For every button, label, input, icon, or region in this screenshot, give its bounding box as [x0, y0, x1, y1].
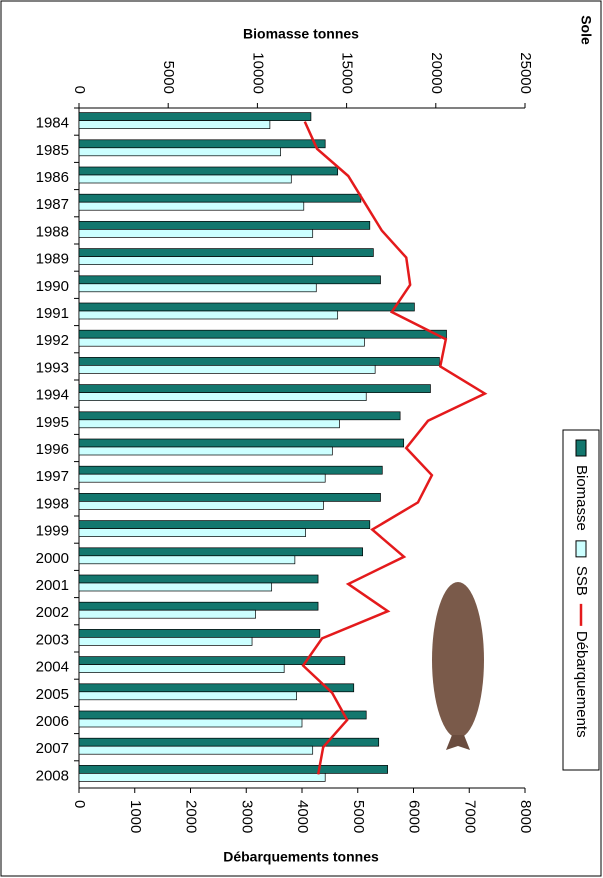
bar: [79, 637, 252, 645]
y-tick-label: 1999: [36, 523, 69, 540]
bar: [79, 765, 388, 773]
bar: [79, 575, 318, 583]
x-tick-label: 5000: [160, 61, 177, 94]
x2-tick-label: 6000: [406, 800, 423, 833]
bar: [79, 773, 325, 781]
bar: [79, 412, 400, 420]
bar: [79, 357, 439, 365]
bar: [79, 692, 297, 700]
bar: [79, 548, 363, 556]
y-tick-label: 2004: [36, 659, 69, 676]
bar: [79, 665, 284, 673]
y-tick-label: 2002: [36, 604, 69, 621]
bar: [79, 175, 291, 183]
bar: [79, 610, 256, 618]
chart: Biomasse tonnes Débarquements tonnes Sol…: [0, 0, 603, 878]
bar: [79, 113, 311, 121]
legend-label: SSB: [573, 566, 590, 596]
y-tick-label: 1988: [36, 223, 69, 240]
y-tick-label: 1990: [36, 278, 69, 295]
y-tick-label: 1984: [36, 115, 69, 132]
bar: [79, 303, 414, 311]
bar: [79, 684, 354, 692]
bar: [79, 556, 295, 564]
y-tick-label: 1993: [36, 359, 69, 376]
bar: [79, 738, 379, 746]
x-tick-label: 10000: [249, 52, 266, 94]
bar: [79, 466, 382, 474]
bar: [79, 229, 313, 237]
x-tick-label: 20000: [428, 52, 445, 94]
x2-tick-label: 1000: [127, 800, 144, 833]
y-tick-label: 1998: [36, 495, 69, 512]
bar: [79, 711, 366, 719]
y-tick-label: 1986: [36, 169, 69, 186]
y-tick-label: 2001: [36, 577, 69, 594]
bar: [79, 330, 447, 338]
bar: [79, 276, 380, 284]
bar: [79, 121, 270, 129]
bar: [79, 529, 306, 537]
x-axis-title: Biomasse tonnes: [243, 26, 359, 42]
bar: [79, 393, 366, 401]
bar: [79, 501, 323, 509]
bar: [79, 602, 318, 610]
x2-axis-title: Débarquements tonnes: [223, 849, 379, 865]
bar: [79, 257, 313, 265]
y-tick-label: 2003: [36, 631, 69, 648]
y-tick-label: 1991: [36, 305, 69, 322]
bar: [79, 629, 320, 637]
y-tick-label: 2006: [36, 713, 69, 730]
bar: [79, 447, 332, 455]
bar: [79, 493, 380, 501]
y-tick-label: 2008: [36, 767, 69, 784]
y-tick-label: 1997: [36, 468, 69, 485]
bar: [79, 338, 364, 346]
bar: [79, 385, 430, 393]
x2-tick-label: 2000: [183, 800, 200, 833]
bar: [79, 284, 316, 292]
y-tick-label: 2007: [36, 740, 69, 757]
y-tick-label: 1994: [36, 387, 69, 404]
y-tick-label: 1996: [36, 441, 69, 458]
bar: [79, 439, 404, 447]
x2-tick-label: 5000: [350, 800, 367, 833]
legend-label: Biomasse: [573, 465, 590, 531]
x2-tick-label: 7000: [461, 800, 478, 833]
legend-swatch: [576, 440, 586, 456]
bar: [79, 365, 375, 373]
bar: [79, 249, 373, 257]
bar: [79, 194, 361, 202]
y-tick-label: 1985: [36, 142, 69, 159]
legend-swatch: [576, 541, 586, 557]
bar: [79, 202, 304, 210]
chart-title: Sole: [578, 15, 594, 45]
x2-tick-label: 3000: [238, 800, 255, 833]
bar: [79, 148, 281, 156]
x-tick-label: 25000: [517, 52, 534, 94]
y-tick-label: 2005: [36, 686, 69, 703]
bar: [79, 140, 325, 148]
y-tick-label: 1992: [36, 332, 69, 349]
y-tick-label: 1995: [36, 414, 69, 431]
bar: [79, 474, 325, 482]
legend: Biomasse SSB Débarquements: [573, 440, 590, 738]
x-tick-label: 15000: [339, 52, 356, 94]
bar: [79, 167, 338, 175]
bar: [79, 221, 370, 229]
y-tick-label: 2000: [36, 550, 69, 567]
bar: [79, 746, 313, 754]
x2-tick-label: 4000: [294, 800, 311, 833]
bar: [79, 521, 370, 529]
legend-label: Débarquements: [573, 631, 590, 738]
bar: [79, 583, 272, 591]
y-tick-label: 1987: [36, 196, 69, 213]
x2-tick-label: 0: [71, 800, 88, 808]
bar: [79, 420, 339, 428]
bar: [79, 719, 302, 727]
x2-tick-label: 8000: [517, 800, 534, 833]
x-tick-label: 0: [71, 86, 88, 94]
y-tick-label: 1989: [36, 251, 69, 268]
bar: [79, 311, 338, 319]
